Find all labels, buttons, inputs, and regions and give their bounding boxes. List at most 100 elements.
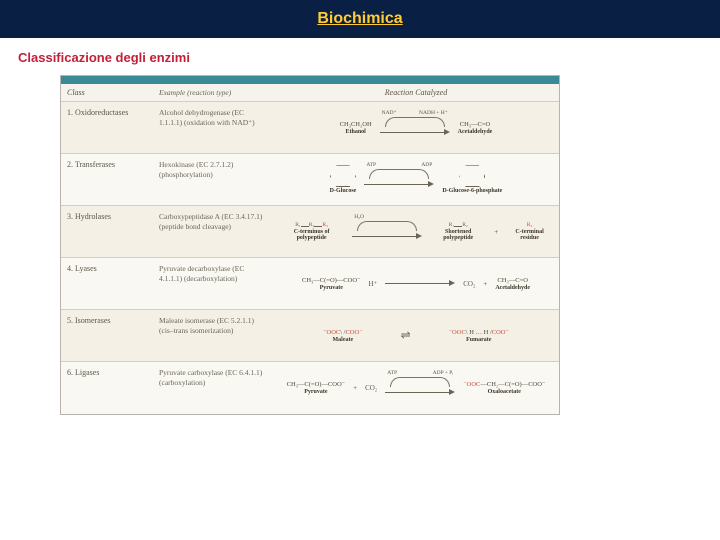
substrate-label: C-terminus of polypeptide	[279, 229, 344, 241]
equilibrium-arrow: ⇌	[371, 328, 441, 343]
arrow-icon	[385, 278, 455, 290]
reaction-cell: CH₃CH₂OH Ethanol NAD⁺ NADH + H⁺ CH₃—C=O …	[273, 102, 559, 153]
plus-sign: +	[483, 280, 487, 288]
table-accent-strip	[61, 76, 559, 84]
peptide-chain-icon: R₁R₂R₃	[295, 222, 328, 228]
table-row: 2. Transferases Hexokinase (EC 2.7.1.2) …	[61, 154, 559, 206]
substrate-label: D-Glucose	[330, 188, 357, 194]
substrate: R₁R₂R₃ C-terminus of polypeptide	[279, 222, 344, 241]
substrate: CH₃—C(=O)—COO⁻ Pyruvate	[287, 381, 345, 395]
col-header-example: Example (reaction type)	[153, 84, 273, 101]
plus-sign: H⁺	[368, 280, 377, 288]
product-label: Fumarate	[466, 337, 491, 343]
reaction-arrow: H₂O	[352, 221, 422, 243]
byproduct: CO₂	[463, 280, 475, 288]
cofactor-in: H₂O	[354, 214, 364, 220]
example-cell: Pyruvate decarboxylase (EC 4.1.1.1) (dec…	[153, 258, 273, 309]
cofactor-out: NADH + H⁺	[419, 110, 448, 116]
substrate-formula: CH₃CH₂OH	[340, 121, 372, 128]
reaction-cell: ⁻OOC\ /COO⁻ Maleate ⇌ ⁻OOC\ H … H /COO⁻ …	[273, 310, 559, 361]
table-header-row: Class Example (reaction type) Reaction C…	[61, 84, 559, 102]
product-label: Acetaldehyde	[495, 285, 530, 291]
byproduct: R₃ C-terminal residue	[506, 222, 553, 241]
arrow-icon	[364, 179, 434, 191]
reaction-cell: D-Glucose ATP ADP D-Glucose-6-phosphate	[273, 154, 559, 205]
example-cell: Hexokinase (EC 2.7.1.2) (phosphorylation…	[153, 154, 273, 205]
byproduct-label: C-terminal residue	[506, 229, 553, 241]
substrate: ⁻OOC\ /COO⁻ Maleate	[323, 329, 363, 343]
plus-sign: +	[353, 384, 357, 392]
substrate-label: Pyruvate	[304, 389, 327, 395]
cofactor-arc: NAD⁺ NADH + H⁺	[385, 117, 445, 127]
substrate-formula: CH₃—C(=O)—COO⁻	[287, 381, 345, 388]
class-cell: 1. Oxidoreductases	[61, 102, 153, 153]
cofactor-arc: H₂O	[357, 221, 417, 231]
reaction-cell: R₁R₂R₃ C-terminus of polypeptide H₂O R₁R…	[273, 206, 559, 257]
substrate-label: Maleate	[333, 337, 354, 343]
table-row: 4. Lyases Pyruvate decarboxylase (EC 4.1…	[61, 258, 559, 310]
page-title: Biochimica	[317, 10, 402, 28]
product-label: Acetaldehyde	[458, 129, 493, 135]
residue-icon: R₃	[527, 222, 533, 228]
product-label: Oxaloacetate	[488, 389, 521, 395]
product: D-Glucose-6-phosphate	[442, 165, 502, 194]
product-label: Shortened polypeptide	[430, 229, 486, 241]
reaction-arrow: NAD⁺ NADH + H⁺	[380, 117, 450, 139]
glucose-ring-icon	[330, 165, 356, 187]
product-formula: CH₃—C=O	[497, 277, 528, 284]
arrow-icon	[352, 231, 422, 243]
glucose6p-ring-icon	[459, 165, 485, 187]
cofactor-arc: ATP ADP + Pᵢ	[390, 377, 450, 387]
co2-in: CO₂	[365, 384, 377, 392]
class-cell: 2. Transferases	[61, 154, 153, 205]
product: CH₃—C=O Acetaldehyde	[458, 121, 493, 135]
enzyme-class-table: Class Example (reaction type) Reaction C…	[60, 75, 560, 415]
reaction-cell: CH₃—C(=O)—COO⁻ Pyruvate H⁺ CO₂ + CH₃—C=O…	[273, 258, 559, 309]
title-bar: Biochimica	[0, 0, 720, 38]
reaction-arrow: ATP ADP	[364, 169, 434, 191]
equilibrium-icon: ⇌	[401, 328, 411, 343]
reaction-cell: CH₃—C(=O)—COO⁻ Pyruvate + CO₂ ATP ADP + …	[273, 362, 559, 414]
substrate-formula: ⁻OOC\ /COO⁻	[323, 329, 363, 336]
cofactor-in: ATP	[366, 162, 376, 168]
table-row: 3. Hydrolases Carboxypeptidase A (EC 3.4…	[61, 206, 559, 258]
reaction-arrow: ATP ADP + Pᵢ	[385, 377, 455, 399]
plus-sign: +	[494, 228, 498, 236]
substrate: CH₃CH₂OH Ethanol	[340, 121, 372, 135]
product: ⁻OOC\ H … H /COO⁻ Fumarate	[449, 329, 509, 343]
product-formula: ⁻OOC\ H … H /COO⁻	[449, 329, 509, 336]
cofactor-out: ADP	[421, 162, 432, 168]
product-formula: ⁻OOC—CH₂—C(=O)—COO⁻	[463, 381, 545, 388]
col-header-reaction: Reaction Catalyzed	[273, 84, 559, 101]
table-row: 6. Ligases Pyruvate carboxylase (EC 6.4.…	[61, 362, 559, 414]
example-cell: Carboxypeptidase A (EC 3.4.17.1) (peptid…	[153, 206, 273, 257]
substrate-label: Ethanol	[345, 129, 365, 135]
cofactor-in: NAD⁺	[382, 110, 397, 116]
product-formula: CH₃—C=O	[460, 121, 491, 128]
reaction-arrow	[385, 278, 455, 290]
substrate-label: Pyruvate	[320, 285, 343, 291]
example-cell: Pyruvate carboxylase (EC 6.4.1.1) (carbo…	[153, 362, 273, 414]
product-label: D-Glucose-6-phosphate	[442, 188, 502, 194]
product: CH₃—C=O Acetaldehyde	[495, 277, 530, 291]
col-header-class: Class	[61, 84, 153, 101]
example-cell: Maleate isomerase (EC 5.2.1.1) (cis–tran…	[153, 310, 273, 361]
arrow-icon	[380, 127, 450, 139]
substrate-formula: CH₃—C(=O)—COO⁻	[302, 277, 360, 284]
class-cell: 4. Lyases	[61, 258, 153, 309]
cofactor-out: ADP + Pᵢ	[433, 370, 454, 376]
class-cell: 3. Hydrolases	[61, 206, 153, 257]
example-cell: Alcohol dehydrogenase (EC 1.1.1.1) (oxid…	[153, 102, 273, 153]
product: ⁻OOC—CH₂—C(=O)—COO⁻ Oxaloacetate	[463, 381, 545, 395]
cofactor-in: ATP	[387, 370, 397, 376]
arrow-icon	[385, 387, 455, 399]
substrate: CH₃—C(=O)—COO⁻ Pyruvate	[302, 277, 360, 291]
cofactor-arc: ATP ADP	[369, 169, 429, 179]
table-row: 1. Oxidoreductases Alcohol dehydrogenase…	[61, 102, 559, 154]
class-cell: 6. Ligases	[61, 362, 153, 414]
substrate: D-Glucose	[330, 165, 357, 194]
class-cell: 5. Isomerases	[61, 310, 153, 361]
peptide-short-icon: R₁R₂	[449, 222, 468, 228]
section-subtitle: Classificazione degli enzimi	[0, 38, 720, 75]
table-row: 5. Isomerases Maleate isomerase (EC 5.2.…	[61, 310, 559, 362]
